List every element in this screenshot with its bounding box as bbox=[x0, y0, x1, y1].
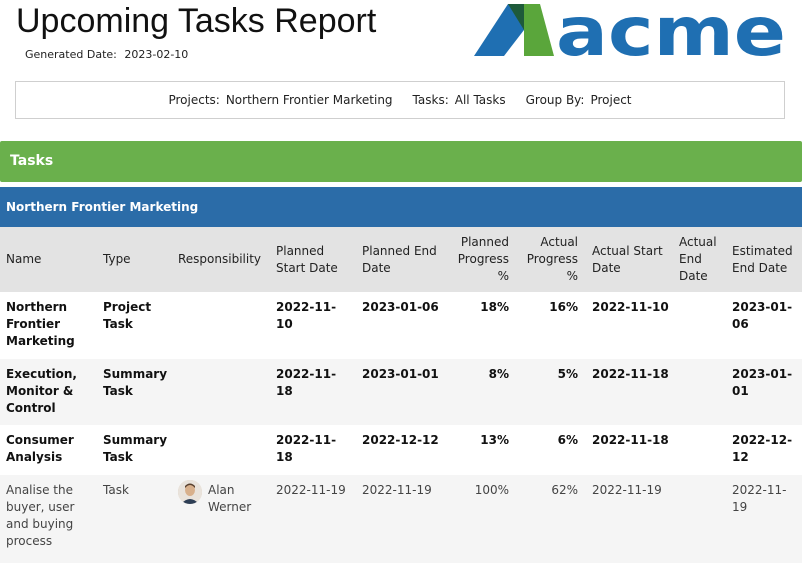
acme-logo: acme bbox=[474, 2, 786, 58]
project-group-header: Northern Frontier Marketing bbox=[0, 187, 802, 227]
col-actual-progress[interactable]: Actual Progress % bbox=[517, 227, 586, 292]
report-title: Upcoming Tasks Report bbox=[16, 2, 377, 40]
cell-actual-start: 2022-11-18 bbox=[586, 359, 673, 425]
cell-type: Summary Task bbox=[103, 433, 168, 464]
user-avatar-icon bbox=[178, 480, 202, 504]
cell-type: Summary Task bbox=[97, 359, 172, 425]
col-actual-end[interactable]: Actual End Date bbox=[673, 227, 726, 292]
cell-estimated-end: 2023-01-06 bbox=[732, 300, 793, 331]
cell-actual-end bbox=[673, 292, 726, 359]
cell-type: Task bbox=[97, 475, 172, 563]
filter-group-by: Group By: Project bbox=[525, 93, 632, 107]
cell-actual-progress: 62% bbox=[517, 475, 586, 563]
cell-actual-start: 2022-11-19 bbox=[586, 475, 673, 563]
logo-text: acme bbox=[556, 2, 786, 58]
col-name[interactable]: Name bbox=[0, 227, 97, 292]
cell-planned-start: 2022-11-10 bbox=[276, 300, 337, 331]
generated-date: Generated Date: 2023-02-10 bbox=[25, 48, 188, 61]
col-planned-progress[interactable]: Planned Progress % bbox=[445, 227, 517, 292]
generated-date-value: 2023-02-10 bbox=[124, 48, 189, 61]
table-header-row: Name Type Responsibility Planned Start D… bbox=[0, 227, 802, 292]
cell-actual-start: 2022-11-18 bbox=[592, 433, 669, 447]
cell-planned-end: 2022-12-12 bbox=[362, 433, 439, 447]
cell-name: Northern Frontier Marketing bbox=[6, 300, 75, 348]
table-row[interactable]: Consumer Analysis Summary Task 2022-11-1… bbox=[0, 425, 802, 475]
cell-actual-end bbox=[673, 475, 726, 563]
cell-name: Consumer Analysis bbox=[6, 433, 74, 464]
cell-responsibility: Alan Werner bbox=[172, 475, 270, 563]
tasks-table: Name Type Responsibility Planned Start D… bbox=[0, 227, 802, 563]
cell-estimated-end: 2023-01-01 bbox=[726, 359, 802, 425]
filter-tasks: Tasks: All Tasks bbox=[412, 93, 506, 107]
responsible-person: Alan Werner bbox=[208, 483, 252, 514]
cell-estimated-end: 2022-11-19 bbox=[726, 475, 802, 563]
filter-summary: Projects: Northern Frontier Marketing Tas… bbox=[15, 81, 785, 119]
cell-actual-progress: 5% bbox=[517, 359, 586, 425]
filter-projects: Projects: Northern Frontier Marketing bbox=[168, 93, 393, 107]
cell-planned-progress: 18% bbox=[480, 300, 509, 314]
cell-planned-start: 2022-11-18 bbox=[270, 359, 356, 425]
col-actual-start[interactable]: Actual Start Date bbox=[586, 227, 673, 292]
cell-planned-end: 2022-11-19 bbox=[356, 475, 445, 563]
table-row[interactable]: Northern Frontier Marketing Project Task… bbox=[0, 292, 802, 359]
tasks-section-header: Tasks bbox=[0, 141, 802, 182]
cell-actual-start: 2022-11-10 bbox=[592, 300, 669, 314]
cell-planned-progress: 100% bbox=[445, 475, 517, 563]
col-planned-end[interactable]: Planned End Date bbox=[356, 227, 445, 292]
cell-actual-end bbox=[673, 359, 726, 425]
col-responsibility[interactable]: Responsibility bbox=[172, 227, 270, 292]
cell-name: Execution, Monitor & Control bbox=[0, 359, 97, 425]
cell-planned-progress: 13% bbox=[480, 433, 509, 447]
col-type[interactable]: Type bbox=[97, 227, 172, 292]
cell-responsibility bbox=[172, 359, 270, 425]
cell-actual-progress: 16% bbox=[549, 300, 578, 314]
col-planned-start[interactable]: Planned Start Date bbox=[270, 227, 356, 292]
cell-planned-progress: 8% bbox=[445, 359, 517, 425]
cell-planned-start: 2022-11-19 bbox=[270, 475, 356, 563]
cell-actual-end bbox=[673, 425, 726, 475]
table-row[interactable]: Execution, Monitor & Control Summary Tas… bbox=[0, 359, 802, 425]
cell-responsibility bbox=[172, 425, 270, 475]
cell-actual-progress: 6% bbox=[557, 433, 578, 447]
cell-responsibility bbox=[172, 292, 270, 359]
cell-planned-end: 2023-01-01 bbox=[356, 359, 445, 425]
cell-estimated-end: 2022-12-12 bbox=[732, 433, 793, 464]
col-estimated-end[interactable]: Estimated End Date bbox=[726, 227, 802, 292]
table-row[interactable]: Analise the buyer, user and buying proce… bbox=[0, 475, 802, 563]
cell-type: Project Task bbox=[103, 300, 152, 331]
cell-planned-end: 2023-01-06 bbox=[362, 300, 439, 314]
cell-name: Analise the buyer, user and buying proce… bbox=[0, 475, 97, 563]
cell-planned-start: 2022-11-18 bbox=[276, 433, 337, 464]
generated-date-label: Generated Date: bbox=[25, 48, 117, 61]
